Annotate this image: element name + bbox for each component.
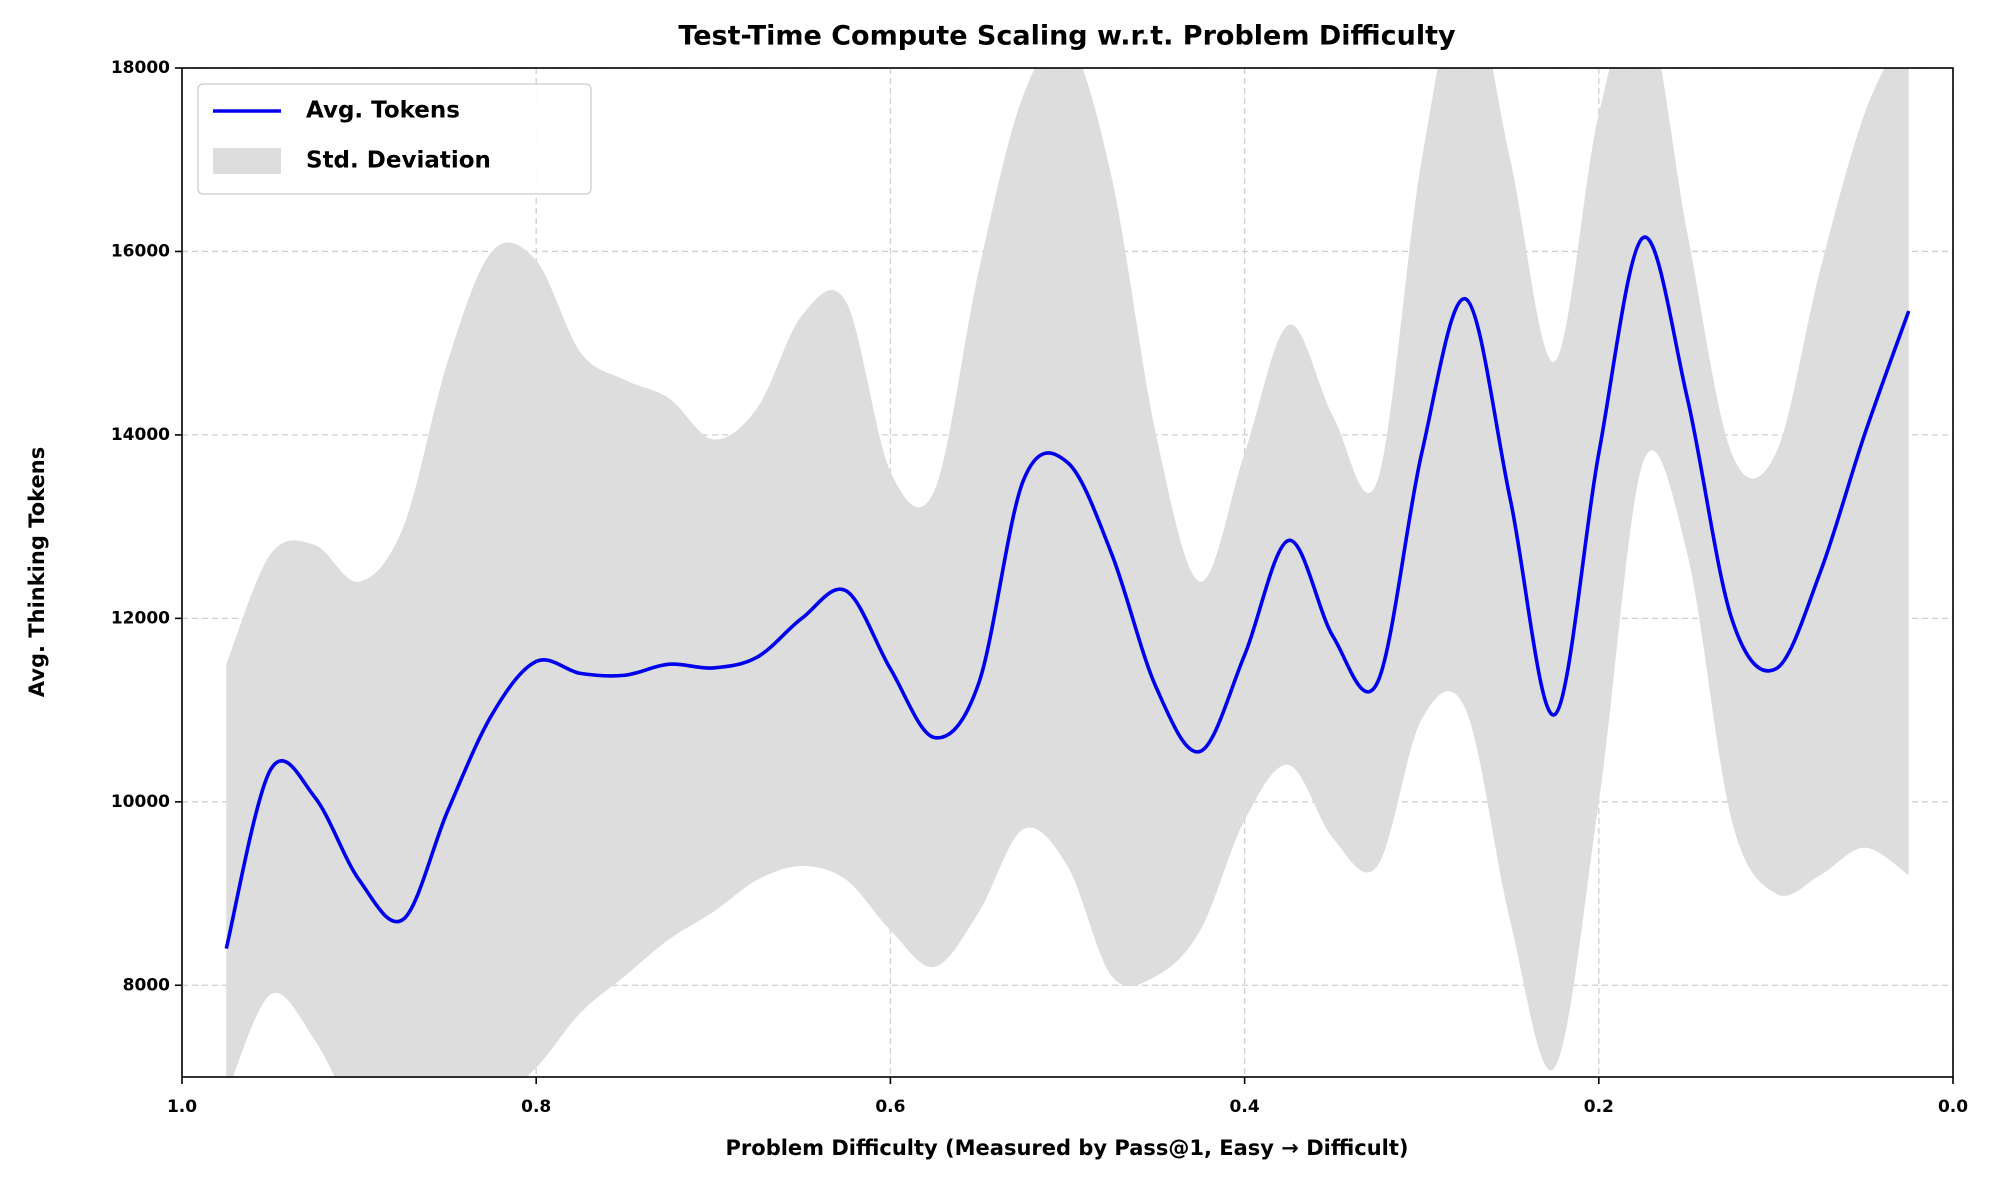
- avg-line: [224, 235, 1911, 950]
- x-tick-label: 0.4: [1230, 1097, 1260, 1117]
- y-tick-label: 12000: [111, 608, 170, 628]
- x-axis-label: Problem Difficulty (Measured by Pass@1, …: [726, 1136, 1409, 1160]
- plot-area: [224, 68, 1911, 1077]
- legend-label: Avg. Tokens: [306, 98, 460, 124]
- x-tick-label: 0.6: [875, 1097, 905, 1117]
- legend-label: Std. Deviation: [306, 148, 491, 174]
- y-tick-label: 14000: [111, 425, 170, 445]
- y-tick-label: 10000: [111, 792, 170, 812]
- y-tick-label: 18000: [111, 58, 170, 78]
- y-tick-label: 8000: [123, 975, 170, 995]
- axes: 1.0 0.8 0.6 0.4 0.2 0.0 8000 10000 12000 14000 160…: [111, 58, 1968, 1117]
- legend-swatch: [213, 148, 281, 174]
- std-band: [226, 68, 1909, 1077]
- x-tick-label: 0.8: [521, 1097, 551, 1117]
- plot-frame: [181, 67, 1954, 1078]
- y-axis-label: Avg. Thinking Tokens: [25, 447, 49, 697]
- legend: Avg. Tokens Std. Deviation: [197, 83, 592, 195]
- x-tick-label: 0.2: [1584, 1097, 1614, 1117]
- chart-title: Test-Time Compute Scaling w.r.t. Problem…: [678, 21, 1456, 52]
- x-tick-label: 1.0: [167, 1097, 197, 1117]
- legend-box: [197, 83, 592, 195]
- y-tick-label: 16000: [111, 241, 170, 261]
- x-tick-label: 0.0: [1938, 1097, 1968, 1117]
